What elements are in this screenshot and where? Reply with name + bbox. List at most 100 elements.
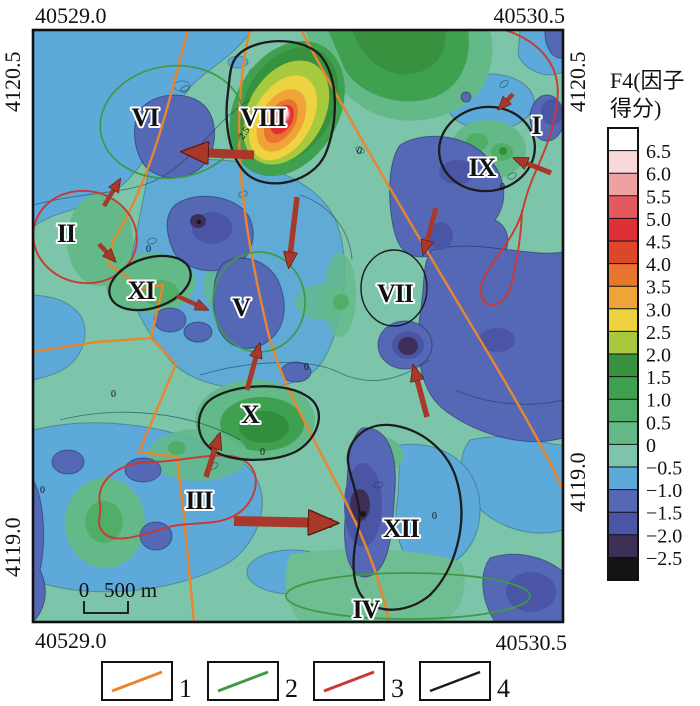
colorbar-cells (607, 127, 639, 581)
region-xii-outline (346, 423, 463, 611)
colorbar-value-labels: 6.5 6.0 5.5 5.0 4.5 4.0 3.5 3.0 2.5 2.0 … (646, 141, 682, 570)
contour-zero-label: 0 (146, 244, 151, 255)
line-legend-item-3: 3 (313, 661, 404, 703)
green-line-sample (217, 670, 269, 693)
arrow-iii-to-xii (233, 521, 332, 523)
colorbar-value: 2.5 (646, 322, 671, 344)
region-i-outline (480, 30, 559, 306)
axis-labels: 40529.0 40530.5 40529.0 40530.5 4120.5 4… (0, 3, 590, 655)
colorbar-cell (608, 421, 638, 445)
y-tick-left-bottom: 4119.0 (0, 517, 25, 577)
region-vii-outline (360, 249, 428, 327)
contour-zero-label: 0 (432, 511, 437, 522)
arrow-i-southwest (500, 92, 515, 108)
colorbar-cell (608, 173, 638, 196)
region-label-ix: IX (469, 153, 497, 182)
high-score-green-zones (65, 30, 526, 622)
arrow-iii-to-x (203, 436, 219, 478)
scale-bar-zero: 0 (79, 578, 90, 602)
colorbar-title-line1: F4(因子 (610, 68, 685, 93)
line-legend-number: 3 (391, 674, 404, 703)
map-frame (31, 28, 565, 624)
contour-zero-label: 0 (355, 145, 363, 157)
black-line-sample (429, 670, 481, 693)
x-tick-bottom-left: 40529.0 (35, 628, 107, 653)
colorbar-title-line2: 得分) (610, 96, 661, 121)
arrow-xi-to-v (176, 293, 206, 312)
colorbar-value: 3.5 (646, 277, 671, 299)
arrow-ii-northeast (102, 181, 119, 208)
colorbar-cell (608, 308, 638, 332)
scale-bar-bracket (83, 601, 129, 614)
colorbar-value: 6.0 (646, 164, 671, 186)
line-legend-item-4: 4 (419, 661, 510, 703)
region-label-xi: XI (128, 276, 156, 305)
contour-zero-label: 0 (40, 485, 45, 496)
region-label-ii: II (57, 219, 76, 248)
colorbar-cell (608, 195, 638, 219)
scale-bar: 0 500 m (79, 578, 157, 614)
red-line-sample (323, 670, 375, 693)
scale-bar-distance: 500 m (104, 578, 157, 602)
arrow-center-down (289, 196, 300, 265)
orange-fault-lines (33, 30, 563, 622)
colorbar-cell (608, 150, 638, 174)
line-legend-number: 2 (285, 674, 298, 703)
colorbar-cell (608, 128, 638, 151)
x-tick-top-left: 40529.0 (35, 3, 107, 28)
colorbar-value: −2.5 (646, 548, 682, 570)
colorbar-cell (608, 263, 638, 287)
contour-zero-label: 0 (111, 389, 116, 400)
colorbar-cell (608, 376, 638, 400)
region-label-v: V (232, 293, 251, 322)
colorbar-value: 2.0 (646, 345, 671, 367)
contour-zero-label: 0 (304, 362, 309, 373)
colorbar-value: −1.5 (646, 503, 682, 525)
colorbar-cell (608, 399, 638, 422)
arrow-northeast-down (424, 207, 439, 252)
colorbar-value: 5.0 (646, 209, 671, 231)
region-iv-outline (285, 572, 531, 620)
colorbar-value: 6.5 (646, 141, 671, 163)
arrow-into-xi (97, 242, 114, 260)
region-vi-outline (99, 64, 245, 180)
y-tick-left-top: 4120.5 (0, 52, 25, 113)
colorbar-cell (608, 512, 638, 535)
colorbar-cell (608, 467, 638, 490)
colorbar-value: −0.5 (646, 458, 682, 480)
line-legend-item-2: 2 (207, 661, 298, 703)
region-xi-outline (108, 254, 192, 312)
direction-arrows (97, 92, 552, 523)
arrow-x-to-v (244, 346, 259, 391)
colorbar-cell (608, 444, 638, 467)
x-tick-top-right: 40530.5 (494, 3, 566, 28)
region-viii-outline (225, 39, 337, 185)
region-label-viii: VIII (240, 103, 286, 132)
colorbar-value: −2.0 (646, 525, 682, 547)
colorbar-value: 5.5 (646, 186, 671, 208)
region-label-vi: VI (132, 103, 160, 132)
colorbar-value: 1.0 (646, 390, 671, 412)
colorbar-cell (608, 354, 638, 377)
y-tick-right-bottom: 4119.0 (565, 452, 590, 512)
anomaly-hotspot-viii (229, 41, 345, 177)
x-tick-bottom-right: 40530.5 (496, 630, 568, 655)
colorbar-cell (608, 534, 638, 558)
region-ix-outline (437, 105, 537, 193)
region-label-i: I (531, 111, 541, 140)
colorbar-value: −1.0 (646, 480, 682, 502)
contour-zero-label: 0 (260, 447, 265, 458)
colorbar-cell (608, 218, 638, 241)
line-legend-number: 4 (497, 674, 510, 703)
line-legend-box (207, 661, 279, 701)
arrow-xii-to-vii (414, 368, 430, 418)
region-label-iv: IV (353, 595, 381, 624)
black-zone-outlines (108, 39, 537, 611)
arrow-viii-to-vi (187, 152, 255, 155)
colorbar-cell (608, 557, 638, 580)
colorbar-value: 0 (646, 435, 656, 457)
deep-negative-spots (190, 214, 418, 521)
colorbar-value: 4.5 (646, 232, 671, 254)
colorbar-legend: F4(因子 得分) (607, 68, 685, 581)
